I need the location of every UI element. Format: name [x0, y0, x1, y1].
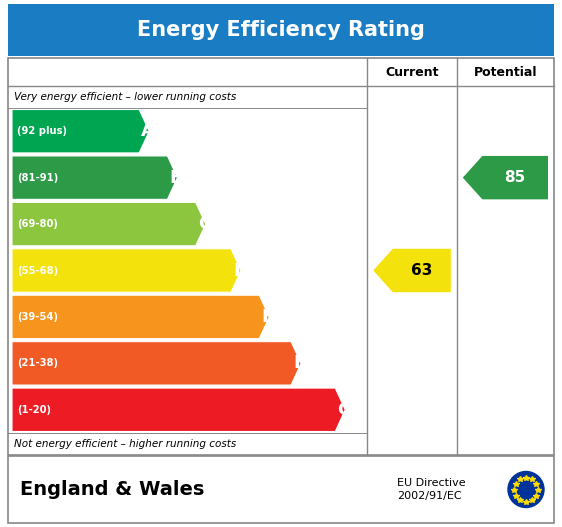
Text: Potential: Potential — [474, 65, 537, 79]
Text: B: B — [169, 169, 183, 187]
Bar — [8, 456, 554, 523]
Text: D: D — [233, 261, 248, 279]
Polygon shape — [12, 156, 178, 199]
Text: 2002/91/EC: 2002/91/EC — [397, 492, 462, 502]
Text: (39-54): (39-54) — [17, 312, 58, 322]
Text: (55-68): (55-68) — [17, 266, 58, 276]
Polygon shape — [12, 202, 206, 246]
Polygon shape — [12, 341, 301, 385]
Text: (1-20): (1-20) — [17, 405, 51, 415]
Circle shape — [508, 472, 544, 508]
Text: (92 plus): (92 plus) — [17, 126, 67, 136]
Bar — [8, 58, 554, 455]
Text: (21-38): (21-38) — [17, 358, 58, 368]
Text: Very energy efficient – lower running costs: Very energy efficient – lower running co… — [14, 92, 236, 102]
Text: F: F — [293, 354, 305, 373]
Polygon shape — [12, 295, 269, 339]
Text: Not energy efficient – higher running costs: Not energy efficient – higher running co… — [14, 439, 236, 449]
Text: Energy Efficiency Rating: Energy Efficiency Rating — [137, 20, 425, 40]
Text: England & Wales: England & Wales — [20, 480, 205, 499]
Text: G: G — [337, 401, 352, 419]
Text: E: E — [261, 308, 274, 326]
Text: (69-80): (69-80) — [17, 219, 58, 229]
Text: Current: Current — [386, 65, 439, 79]
Polygon shape — [12, 110, 149, 153]
Text: (81-91): (81-91) — [17, 173, 58, 183]
Text: 85: 85 — [505, 170, 526, 185]
Bar — [8, 4, 554, 56]
Polygon shape — [12, 249, 241, 292]
Text: 63: 63 — [411, 263, 433, 278]
Polygon shape — [373, 249, 451, 292]
Text: A: A — [141, 122, 155, 140]
Polygon shape — [12, 388, 345, 432]
Text: C: C — [198, 215, 211, 233]
Polygon shape — [463, 156, 548, 199]
Text: EU Directive: EU Directive — [397, 479, 466, 489]
